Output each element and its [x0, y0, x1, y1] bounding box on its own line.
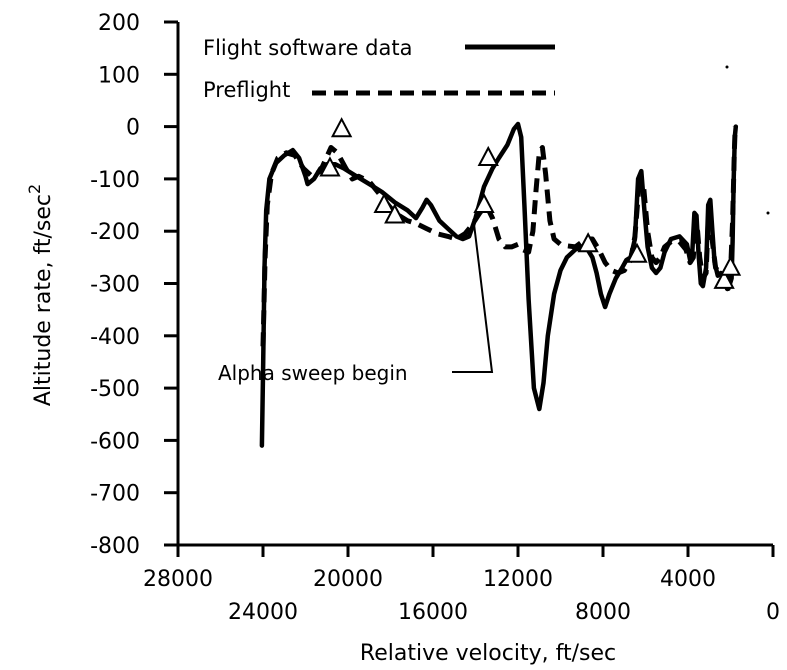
series-line-preflight: [260, 126, 738, 347]
y-tick-label: -400: [90, 325, 140, 350]
marker-layer: [319, 65, 770, 289]
y-tick-label: -200: [90, 220, 140, 245]
legend-label-preflight: Preflight: [203, 78, 290, 102]
y-tick-label: 0: [126, 116, 140, 141]
triangle-marker: [373, 192, 395, 214]
y-tick-label: -100: [90, 168, 140, 193]
triangle-marker: [713, 268, 735, 289]
x-tick-label: 20000: [313, 567, 383, 592]
series-layer: [259, 121, 739, 448]
legend-label-flight-software-data: Flight software data: [203, 36, 412, 60]
x-tick-label: 8000: [575, 600, 631, 625]
svg-text:Altitude rate, ft/sec2: Altitude rate, ft/sec2: [25, 184, 56, 406]
y-tick-label: 200: [98, 11, 140, 36]
triangle-marker: [330, 117, 353, 138]
annotation-alpha-sweep: Alpha sweep begin: [218, 223, 494, 385]
speck-dot: [725, 65, 729, 69]
x-axis-title: Relative velocity, ft/sec: [360, 641, 616, 666]
x-tick-label: 28000: [143, 567, 213, 592]
speck-dot: [766, 211, 770, 215]
y-tick-label: -300: [90, 273, 140, 298]
legend: Flight software data Preflight: [203, 36, 555, 102]
y-axis-title: Altitude rate, ft/sec2: [25, 184, 56, 406]
triangle-marker: [384, 203, 406, 224]
annotation-label: Alpha sweep begin: [218, 361, 408, 385]
y-tick-label: -800: [90, 534, 140, 559]
x-tick-label: 16000: [398, 600, 468, 625]
x-tick-label: 4000: [660, 567, 716, 592]
triangle-marker: [626, 242, 648, 263]
x-tick-label: 24000: [228, 600, 298, 625]
y-tick-label: -600: [90, 429, 140, 454]
triangle-marker: [577, 232, 599, 253]
y-tick-label: -700: [90, 482, 140, 507]
x-tick-label: 0: [766, 600, 780, 625]
y-axis-ticks: 200 100 0 -100 -200 -300 -400 -500 -600 -700 -800: [90, 11, 178, 559]
y-axis-title-text: Altitude rate, ft/sec: [31, 194, 56, 406]
triangle-marker: [477, 145, 499, 166]
y-tick-label: -500: [90, 377, 140, 402]
triangle-marker: [319, 156, 341, 177]
x-axis-ticks: 28000 24000 20000 16000 12000 8000 4000 0: [143, 545, 780, 625]
y-tick-label: 100: [98, 63, 140, 88]
triangle-marker: [719, 255, 742, 276]
x-tick-label: 12000: [483, 567, 553, 592]
y-axis-title-superscript: 2: [25, 184, 44, 194]
annotation-leader-line: [452, 223, 494, 373]
triangle-marker: [473, 192, 495, 214]
